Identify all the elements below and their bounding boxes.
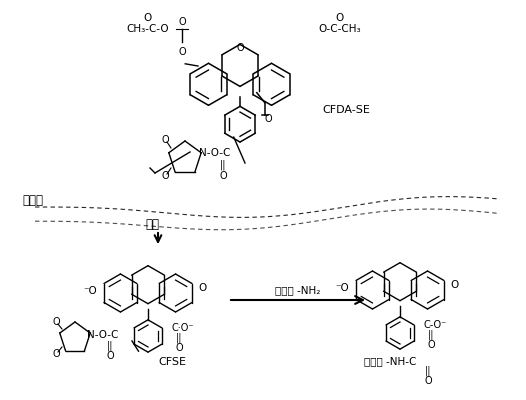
Text: CFDA-SE: CFDA-SE bbox=[322, 105, 370, 115]
Text: 蛋白质 -NH-C: 蛋白质 -NH-C bbox=[364, 356, 416, 366]
Text: O: O bbox=[427, 340, 435, 350]
Text: CH₃-C-O: CH₃-C-O bbox=[127, 24, 169, 34]
Text: N-O-C: N-O-C bbox=[87, 330, 118, 340]
Text: C·O⁻: C·O⁻ bbox=[171, 323, 194, 333]
Text: O: O bbox=[198, 283, 207, 293]
Text: O: O bbox=[336, 13, 344, 23]
Text: ||: || bbox=[176, 333, 182, 343]
Text: O: O bbox=[178, 47, 186, 57]
Text: O-C-CH₃: O-C-CH₃ bbox=[319, 24, 361, 34]
Text: ⁻O: ⁻O bbox=[84, 286, 97, 296]
Text: O: O bbox=[161, 171, 169, 181]
Text: O: O bbox=[144, 13, 152, 23]
Text: ||: || bbox=[425, 366, 431, 376]
Text: 酯酶: 酯酶 bbox=[145, 218, 159, 230]
Text: O: O bbox=[178, 17, 186, 27]
Text: ||: || bbox=[220, 160, 226, 170]
Text: ||: || bbox=[107, 341, 113, 351]
Text: O: O bbox=[451, 280, 459, 290]
Text: 细胞膜: 细胞膜 bbox=[22, 194, 43, 206]
Text: ||: || bbox=[428, 330, 434, 340]
Text: O: O bbox=[265, 114, 272, 124]
Text: O: O bbox=[175, 343, 183, 353]
Text: CFSE: CFSE bbox=[158, 357, 186, 367]
Text: O: O bbox=[424, 376, 432, 386]
Text: O: O bbox=[236, 43, 244, 53]
Text: O: O bbox=[52, 317, 60, 327]
Text: O: O bbox=[219, 171, 227, 181]
Text: N-O-C: N-O-C bbox=[199, 148, 230, 158]
Text: O: O bbox=[161, 135, 169, 145]
Text: ⁻O: ⁻O bbox=[336, 283, 349, 293]
Text: O: O bbox=[52, 349, 60, 359]
Text: O: O bbox=[106, 351, 114, 361]
Text: 蛋白质 -NH₂: 蛋白质 -NH₂ bbox=[275, 285, 321, 295]
Text: C-O⁻: C-O⁻ bbox=[423, 320, 446, 330]
